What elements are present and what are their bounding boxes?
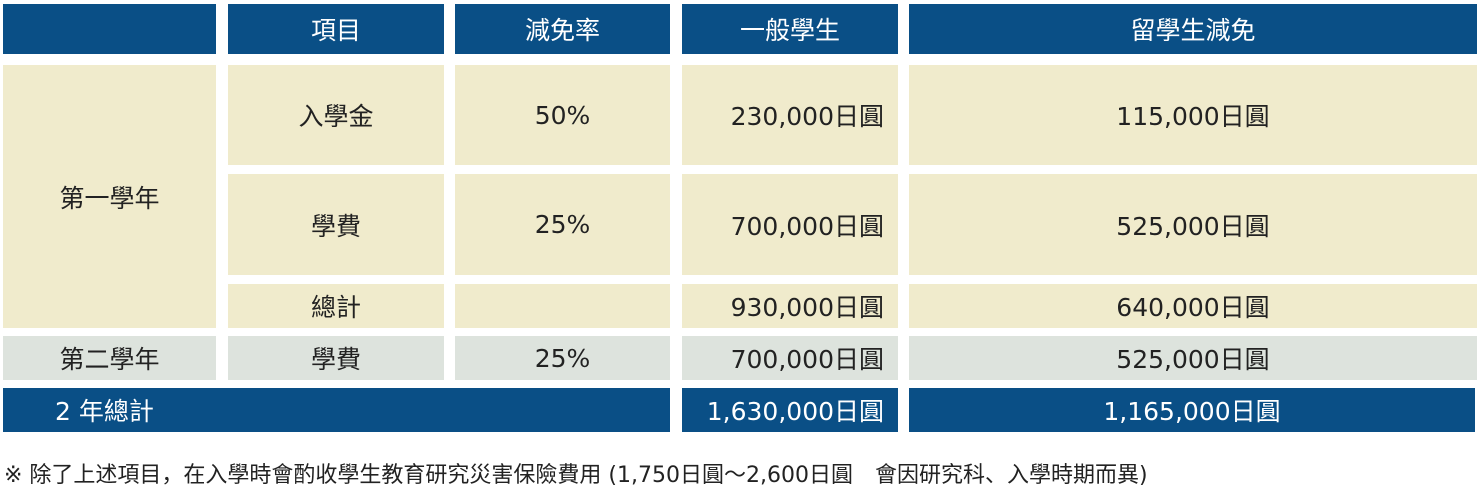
year1-row1-item: 入學金 bbox=[228, 65, 444, 165]
year2-general: 700,000日圓 bbox=[682, 336, 898, 380]
year2-intl: 525,000日圓 bbox=[909, 336, 1477, 380]
year1-row2-rate: 25% bbox=[455, 174, 670, 275]
year1-row1-rate: 50% bbox=[455, 65, 670, 165]
year1-row3-general: 930,000日圓 bbox=[682, 284, 898, 328]
header-general: 一般學生 bbox=[682, 4, 898, 54]
year2-label: 第二學年 bbox=[3, 336, 216, 380]
total-intl: 1,165,000日圓 bbox=[909, 388, 1475, 432]
total-label: 2 年總計 bbox=[3, 388, 670, 432]
year1-row2-intl: 525,000日圓 bbox=[909, 174, 1477, 275]
header-intl: 留學生減免 bbox=[909, 4, 1477, 54]
year1-row2-general: 700,000日圓 bbox=[682, 174, 898, 275]
year1-row3-rate bbox=[455, 284, 670, 328]
header-item: 項目 bbox=[228, 4, 444, 54]
year1-row3-intl: 640,000日圓 bbox=[909, 284, 1477, 328]
year1-row1-intl: 115,000日圓 bbox=[909, 65, 1477, 165]
header-rate: 減免率 bbox=[455, 4, 670, 54]
year1-row1-general: 230,000日圓 bbox=[682, 65, 898, 165]
footnote: ※ 除了上述項目，在入學時會酌收學生教育研究災害保險費用 (1,750日圓～2,… bbox=[4, 463, 1148, 488]
year2-rate: 25% bbox=[455, 336, 670, 380]
year2-item: 學費 bbox=[228, 336, 444, 380]
total-general: 1,630,000日圓 bbox=[682, 388, 898, 432]
header-blank bbox=[3, 4, 216, 54]
year1-row2-item: 學費 bbox=[228, 174, 444, 275]
year1-row3-item: 總計 bbox=[228, 284, 444, 328]
year1-label: 第一學年 bbox=[3, 65, 216, 328]
